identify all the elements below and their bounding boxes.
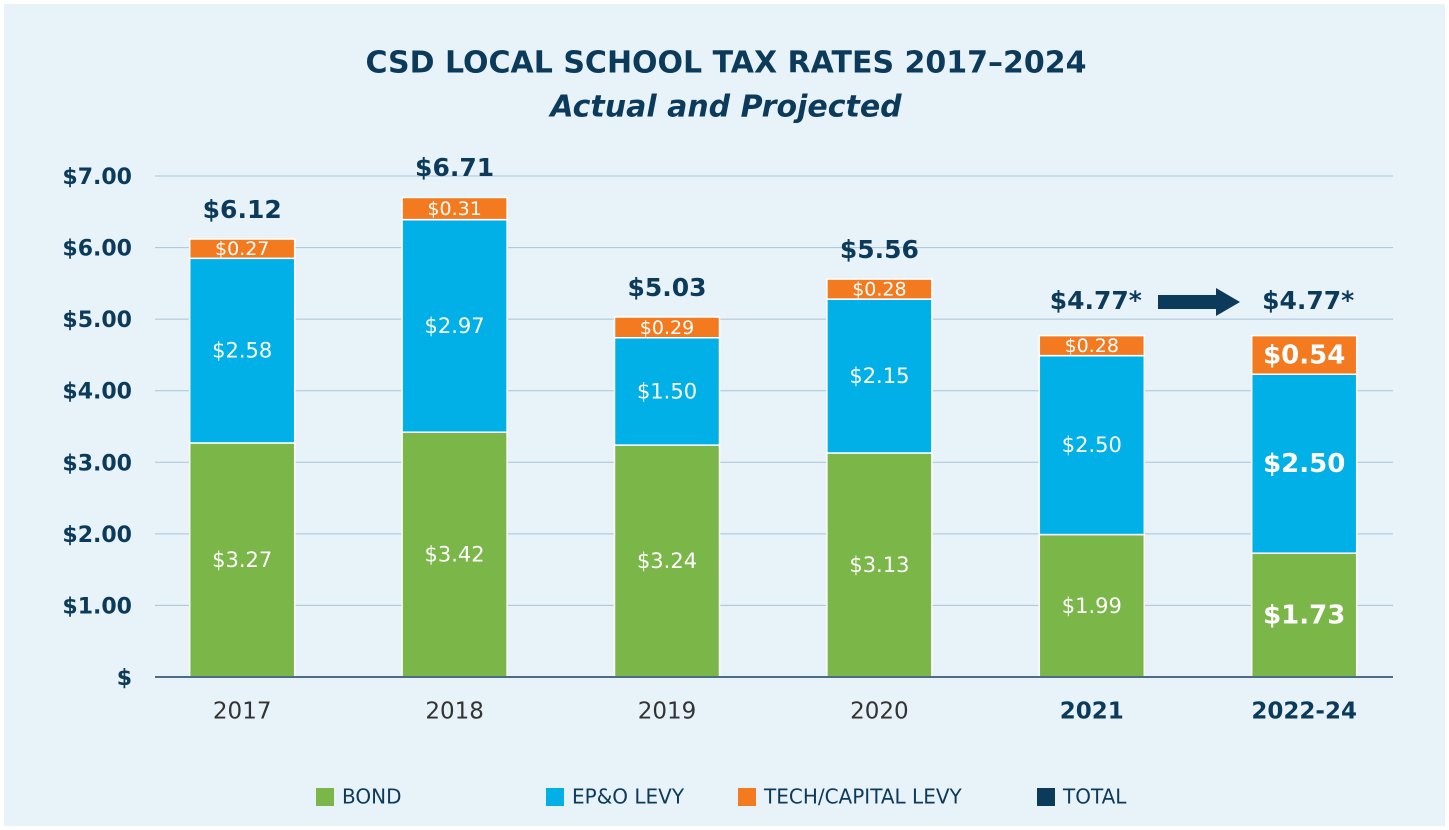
- bar-segment: [401, 218, 508, 433]
- bar-value-label: $0.27: [215, 238, 269, 260]
- total-label: $5.56: [840, 235, 919, 264]
- x-tick-label: 2021: [1060, 699, 1124, 725]
- bar-segment: [1038, 334, 1146, 357]
- bar-value-label: $0.54: [1263, 340, 1345, 370]
- bar-segment: [613, 444, 721, 678]
- legend-label: EP&O LEVY: [572, 785, 685, 809]
- y-tick-label: $6.00: [62, 237, 132, 262]
- legend-swatch: [1037, 788, 1055, 806]
- bar-value-label: $1.50: [637, 379, 697, 403]
- bar-segment: [1250, 373, 1358, 554]
- bar-value-label: $3.24: [637, 549, 697, 573]
- bar-segment: [1250, 334, 1358, 376]
- legend-label: TECH/CAPITAL LEVY: [763, 785, 963, 809]
- x-tick-label: 2019: [638, 699, 697, 725]
- x-tick-label: 2018: [425, 699, 484, 725]
- bar-segment: [1038, 533, 1146, 678]
- y-tick-label: $5.00: [62, 308, 132, 333]
- bar-segment: [188, 442, 296, 678]
- total-label: $4.77*: [1262, 286, 1354, 315]
- total-label: $5.03: [627, 273, 706, 302]
- bar-segment: [1250, 552, 1358, 678]
- bar-value-label: $3.13: [849, 553, 909, 577]
- legend-label: BOND: [342, 785, 401, 809]
- y-tick-label: $2.00: [62, 523, 132, 548]
- bar-value-label: $2.97: [425, 314, 485, 338]
- bar-value-label: $2.50: [1263, 449, 1345, 479]
- bar-value-label: $2.50: [1062, 433, 1122, 457]
- total-label: $6.12: [203, 195, 282, 224]
- bar-value-label: $3.27: [212, 548, 272, 572]
- legend-swatch: [316, 788, 334, 806]
- x-tick-label: 2017: [213, 699, 272, 725]
- bar-value-label: $0.28: [852, 279, 906, 301]
- total-label: $4.77*: [1050, 286, 1142, 315]
- y-tick-label: $: [117, 666, 132, 691]
- bar-segment: [188, 238, 296, 260]
- bar-value-label: $1.99: [1062, 594, 1122, 618]
- bar-value-label: $1.73: [1263, 601, 1345, 631]
- chart-title: CSD LOCAL SCHOOL TAX RATES 2017–2024: [365, 46, 1086, 81]
- bar-segment: [826, 298, 933, 454]
- y-tick-label: $4.00: [62, 380, 132, 405]
- bar-segment: [401, 431, 508, 678]
- bar-value-label: $2.15: [849, 364, 909, 388]
- arrow: [1158, 288, 1240, 316]
- y-tick-label: $7.00: [62, 165, 132, 190]
- bar-segment: [826, 278, 933, 300]
- legend-label: TOTAL: [1062, 785, 1127, 809]
- bar-value-label: $3.42: [425, 543, 485, 567]
- bar-segment: [188, 257, 296, 444]
- x-tick-label: 2022-24: [1251, 699, 1357, 725]
- bar-value-label: $0.31: [427, 198, 481, 220]
- arrow-shaft: [1158, 295, 1218, 309]
- bar-value-label: $0.29: [640, 317, 694, 339]
- bar-segment: [613, 337, 721, 446]
- bar-segment: [401, 196, 508, 221]
- arrow-head: [1216, 288, 1240, 316]
- x-tick-label: 2020: [850, 699, 909, 725]
- bar-value-label: $0.28: [1065, 335, 1119, 357]
- total-label: $6.71: [415, 153, 494, 182]
- bar-segment: [1038, 354, 1146, 536]
- y-tick-label: $3.00: [62, 451, 132, 476]
- bar-segment: [613, 316, 721, 339]
- bar-value-label: $2.58: [212, 339, 272, 363]
- legend-swatch: [546, 788, 564, 806]
- y-tick-label: $1.00: [62, 594, 132, 619]
- legend-swatch: [738, 788, 756, 806]
- chart-subtitle: Actual and Projected: [548, 90, 902, 125]
- bar-segment: [826, 452, 933, 678]
